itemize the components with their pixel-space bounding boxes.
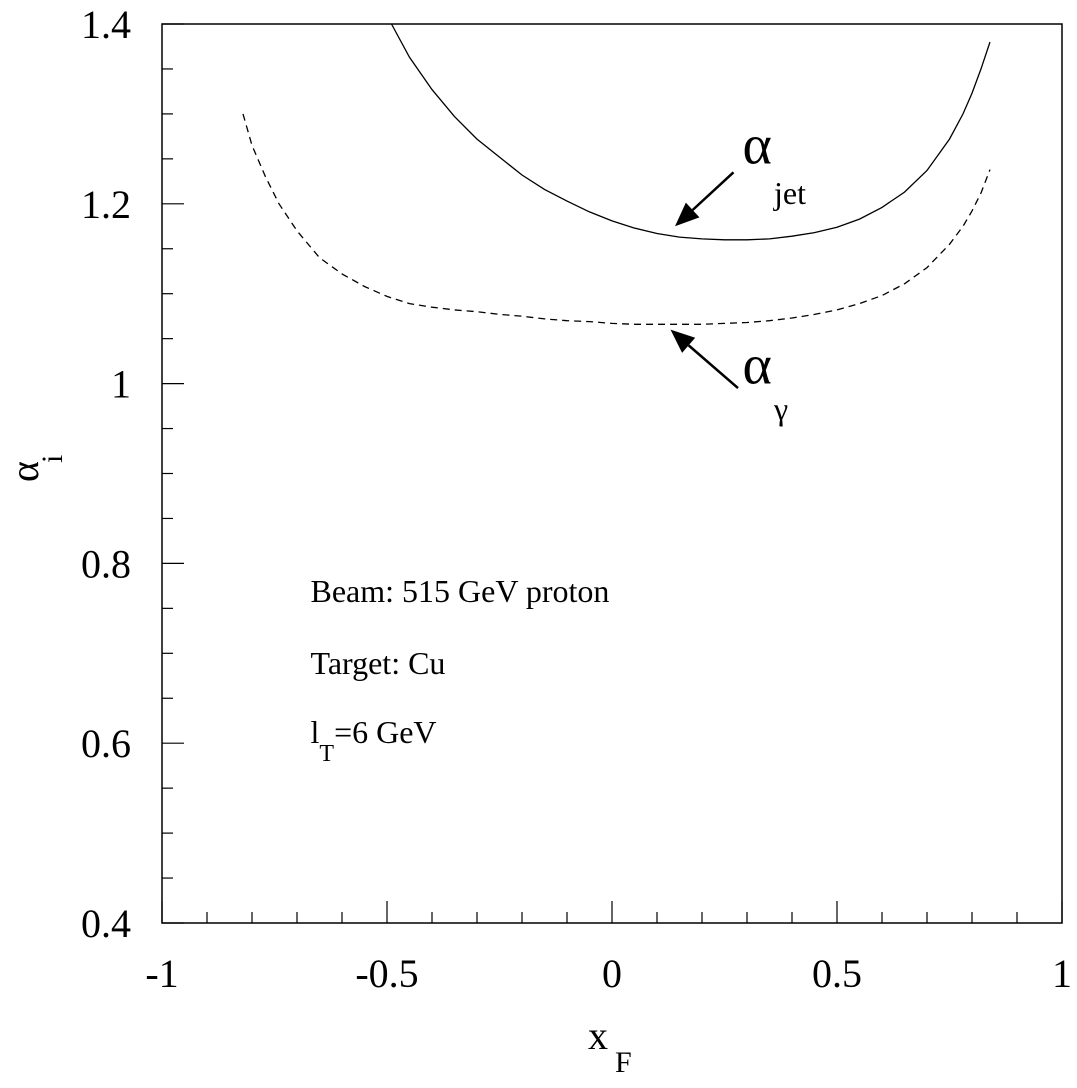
y-tick-label: 0.4 bbox=[81, 901, 131, 946]
x-tick-label: -1 bbox=[145, 951, 178, 996]
x-axis-label: x bbox=[588, 1013, 608, 1058]
info-text-1: Target: Cu bbox=[311, 645, 446, 681]
annotation-subscript-gamma: γ bbox=[773, 391, 788, 427]
y-tick-label: 1 bbox=[111, 362, 131, 407]
info-text-2: lT=6 GeV bbox=[311, 714, 437, 767]
plot-frame bbox=[161, 23, 1063, 924]
annotation-label-jet: α bbox=[743, 114, 772, 176]
info-group: Beam: 515 GeV proton Target: Cu lT=6 GeV bbox=[311, 573, 610, 767]
y-tick-label: 0.6 bbox=[81, 721, 131, 766]
annotation-arrowhead-jet bbox=[675, 202, 700, 227]
y-tick-labels: 0.4 0.6 0.8 1 1.2 1.4 bbox=[81, 2, 131, 946]
y-tick-label: 1.2 bbox=[81, 182, 131, 227]
series-line-gamma bbox=[242, 113, 991, 325]
annotation-arrowhead-gamma bbox=[670, 329, 696, 353]
y-tick-label: 0.8 bbox=[81, 541, 131, 586]
x-axis-label-subscript: F bbox=[615, 1046, 632, 1079]
x-tick-label: 1 bbox=[1052, 951, 1072, 996]
minor-ticks bbox=[161, 23, 1063, 924]
x-tick-labels: -1 -0.5 0 0.5 1 bbox=[145, 951, 1072, 996]
annotation-arrow-gamma bbox=[687, 344, 739, 390]
annotation-arrow-jet bbox=[691, 171, 735, 211]
series-group bbox=[242, 23, 991, 325]
annotation-label-gamma: α bbox=[743, 335, 772, 397]
y-tick-label: 1.4 bbox=[81, 2, 131, 47]
annotation-subscript-jet: jet bbox=[773, 175, 806, 211]
x-tick-label: 0.5 bbox=[812, 951, 862, 996]
y-axis-label-subscript: i bbox=[36, 455, 69, 463]
series-line-jet bbox=[390, 23, 991, 241]
y-axis-label: α bbox=[2, 461, 47, 482]
x-tick-label: -0.5 bbox=[355, 951, 418, 996]
info-text-0: Beam: 515 GeV proton bbox=[311, 573, 610, 609]
x-tick-label: 0 bbox=[602, 951, 622, 996]
